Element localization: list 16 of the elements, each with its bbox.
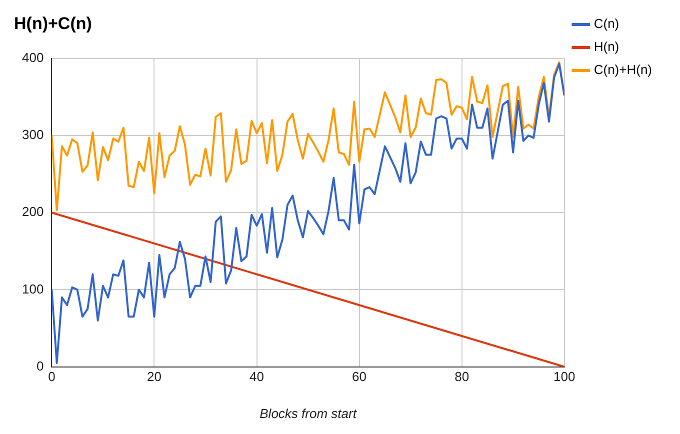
x-tick-label: 0 [48,369,56,384]
y-tick-label: 400 [22,50,44,65]
x-tick-label: 40 [250,369,264,384]
legend-label: H(n) [594,39,620,54]
legend-label: C(n) [594,16,620,32]
x-axis-title: Blocks from start [260,406,358,421]
y-tick-label: 300 [22,127,44,142]
y-tick-label: 200 [22,204,44,220]
chart-title: H(n)+C(n) [14,14,92,33]
x-tick-label: 60 [352,369,367,384]
x-tick-label: 100 [554,369,576,384]
x-tick-label: 80 [454,369,470,384]
x-tick-label: 20 [146,369,162,384]
y-tick-label: 100 [22,281,44,296]
legend-label: C(n)+H(n) [594,62,652,78]
y-tick-label: 0 [36,358,44,374]
